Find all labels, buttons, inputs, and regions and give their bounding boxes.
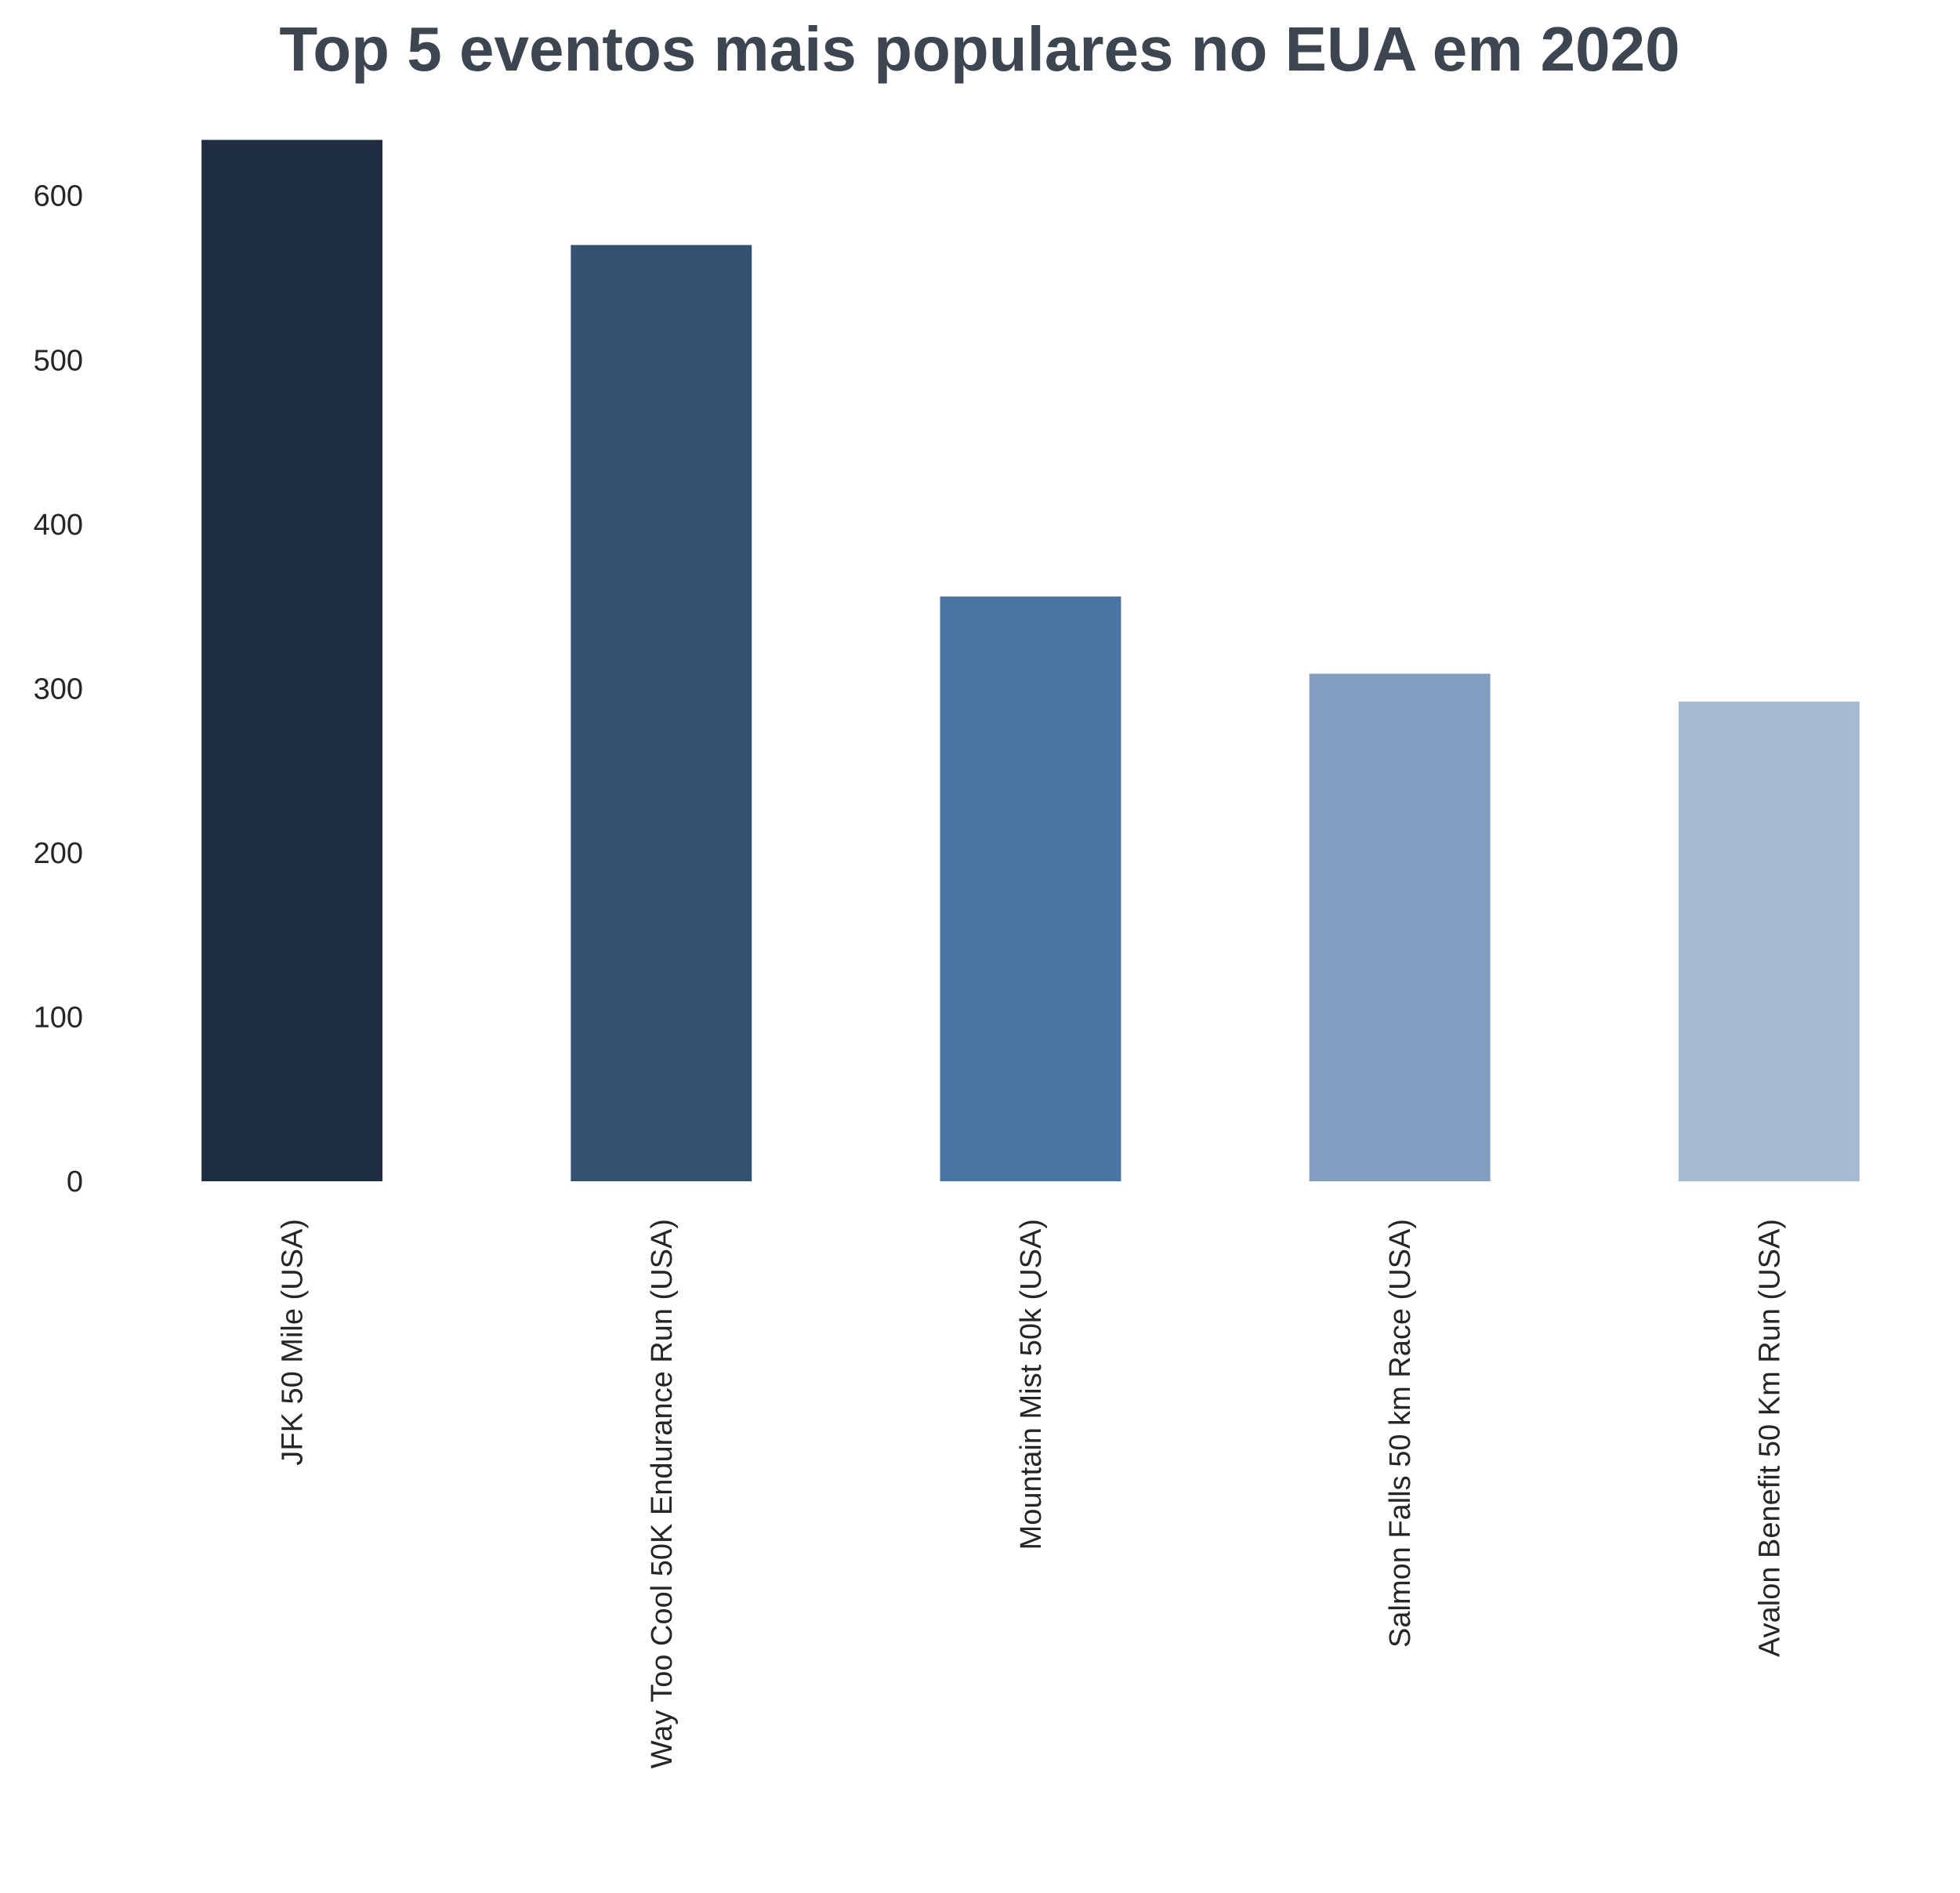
bar (1678, 702, 1860, 1181)
x-tick-label: Salmon Falls 50 km Race (USA) (1384, 1219, 1417, 1648)
bar (201, 140, 383, 1181)
x-tick-label: Mountain Mist 50k (USA) (1015, 1219, 1048, 1550)
x-axis-ticks: JFK 50 Mile (USA) Way Too Cool 50K Endura… (277, 1219, 1787, 1768)
chart-title: Top 5 eventos mais populares no EUA em 2… (279, 14, 1679, 84)
y-tick-label: 300 (34, 673, 83, 705)
y-tick-label: 500 (34, 344, 83, 377)
bar (571, 245, 752, 1182)
y-tick-label: 100 (34, 1001, 83, 1034)
x-tick-label: Avalon Benefit 50 Km Run (USA) (1753, 1219, 1786, 1657)
bar (940, 597, 1121, 1181)
y-tick-label: 200 (34, 837, 83, 870)
x-tick-label: JFK 50 Mile (USA) (277, 1219, 310, 1466)
bars-group (201, 140, 1860, 1182)
x-tick-label: Way Too Cool 50K Endurance Run (USA) (646, 1219, 679, 1768)
y-axis-ticks: 0 100 200 300 400 500 600 (34, 180, 83, 1199)
y-tick-label: 400 (34, 509, 83, 542)
y-tick-label: 0 (67, 1166, 83, 1199)
y-tick-label: 600 (34, 180, 83, 213)
bar (1309, 673, 1491, 1181)
